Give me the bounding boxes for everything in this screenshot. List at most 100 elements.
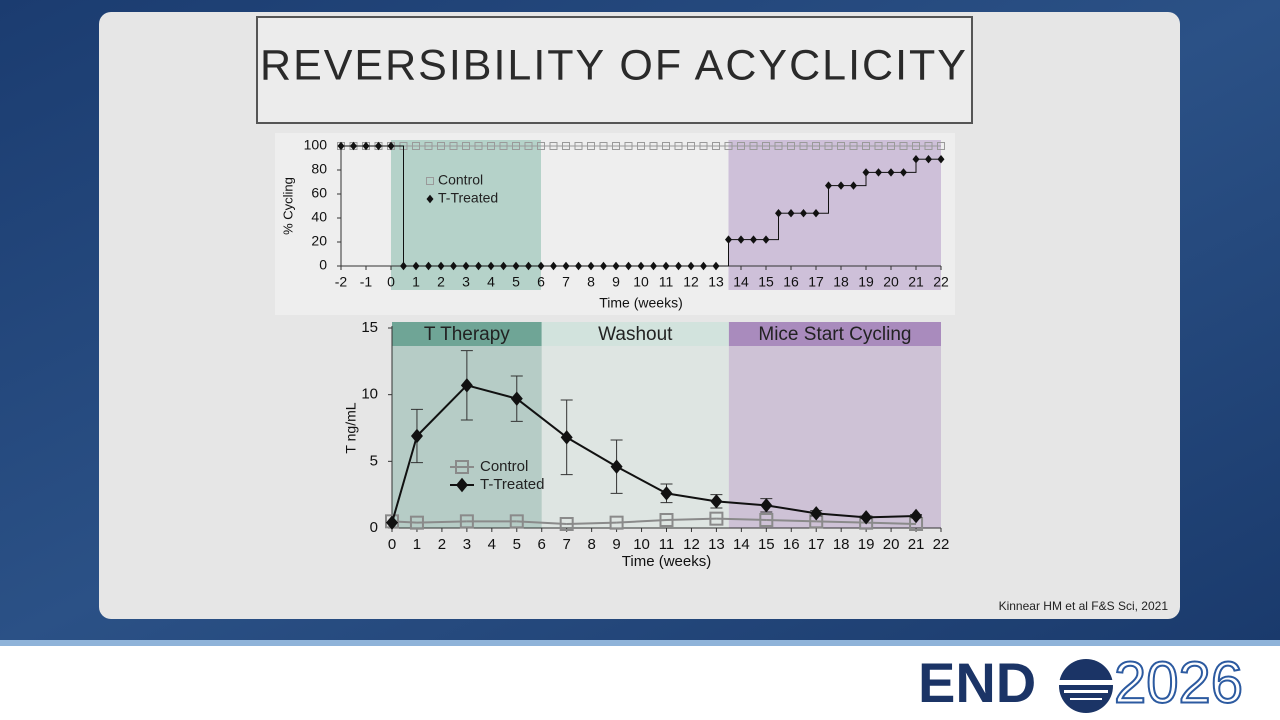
x-tick-label: 10 [633, 274, 649, 290]
marker [887, 142, 895, 150]
marker [799, 142, 808, 150]
step-segment [903, 159, 917, 173]
slide-title: REVERSIBILITY OF ACYCLICITY [260, 41, 968, 89]
line-segment [666, 517, 717, 521]
marker [709, 511, 724, 526]
marker [412, 142, 420, 150]
marker [937, 142, 945, 150]
region [728, 346, 941, 528]
marker [549, 142, 558, 150]
line-segment [866, 521, 917, 525]
marker [487, 142, 495, 150]
marker [462, 142, 470, 150]
x-tick-label: 4 [488, 536, 496, 553]
divider [0, 640, 1280, 646]
y-tick-label: 20 [311, 233, 327, 249]
marker [637, 261, 645, 271]
marker [760, 498, 773, 513]
marker [837, 181, 845, 190]
marker [687, 142, 695, 150]
x-tick-label: 17 [808, 274, 824, 290]
marker [724, 142, 733, 150]
x-tick-label: 14 [733, 536, 750, 553]
marker [609, 515, 624, 530]
step-segment [766, 213, 779, 241]
region [728, 140, 941, 290]
marker [575, 261, 582, 271]
marker [810, 506, 823, 521]
marker [410, 428, 423, 444]
marker [687, 261, 695, 271]
y-tick-label: 0 [319, 257, 327, 273]
marker [600, 261, 607, 271]
marker [750, 235, 757, 244]
marker [759, 513, 774, 527]
marker [910, 508, 923, 524]
line-segment [666, 492, 717, 503]
line-segment [866, 515, 917, 519]
marker [762, 235, 770, 244]
marker [712, 261, 720, 271]
marker [612, 261, 620, 271]
marker [500, 261, 507, 271]
step-segment [391, 145, 404, 266]
marker [937, 155, 945, 164]
marker [925, 155, 932, 164]
step-segment [853, 172, 867, 187]
marker [437, 261, 445, 271]
marker [737, 235, 745, 244]
marker [749, 142, 758, 150]
marker [400, 261, 407, 271]
line-segment [391, 435, 418, 523]
marker [512, 261, 520, 271]
marker [812, 142, 820, 150]
line-segment [566, 521, 617, 525]
x-tick-label: 1 [412, 274, 420, 290]
marker [387, 141, 395, 151]
region-header [541, 322, 729, 346]
region-header [392, 322, 542, 346]
logo-globe [1059, 659, 1113, 713]
x-tick-label: 9 [612, 536, 620, 553]
region-label: T Therapy [424, 324, 510, 345]
marker [337, 141, 345, 151]
line-segment [716, 517, 767, 521]
marker [675, 261, 682, 271]
marker [350, 141, 357, 151]
x-tick-label: 16 [783, 274, 799, 290]
x-tick-label: 8 [587, 274, 595, 290]
x-tick-label: 18 [833, 274, 849, 290]
marker [712, 142, 720, 150]
marker [912, 155, 920, 164]
marker [637, 142, 645, 150]
line-segment [616, 519, 667, 524]
line-segment [766, 504, 817, 515]
line-segment [466, 384, 518, 400]
marker [700, 261, 707, 271]
x-tick-label: 13 [708, 274, 724, 290]
marker [662, 261, 670, 271]
marker [699, 142, 708, 150]
marker [409, 515, 424, 530]
y-tick-label: 0 [370, 519, 378, 536]
marker [587, 142, 595, 150]
y-tick-label: 15 [361, 319, 378, 336]
x-tick-label: 20 [883, 274, 899, 290]
marker [412, 261, 420, 271]
marker [487, 261, 495, 271]
marker [875, 168, 882, 177]
region-label: Mice Start Cycling [758, 324, 911, 345]
x-tick-label: 16 [783, 536, 800, 553]
marker [800, 209, 807, 218]
marker [887, 168, 895, 177]
line-segment [766, 519, 817, 523]
x-tick-label: 11 [659, 536, 675, 553]
marker [599, 142, 608, 150]
marker [425, 261, 432, 271]
x-tick-label: 20 [883, 536, 900, 553]
marker [725, 235, 732, 244]
region-label: Washout [598, 324, 673, 345]
marker [460, 378, 473, 393]
